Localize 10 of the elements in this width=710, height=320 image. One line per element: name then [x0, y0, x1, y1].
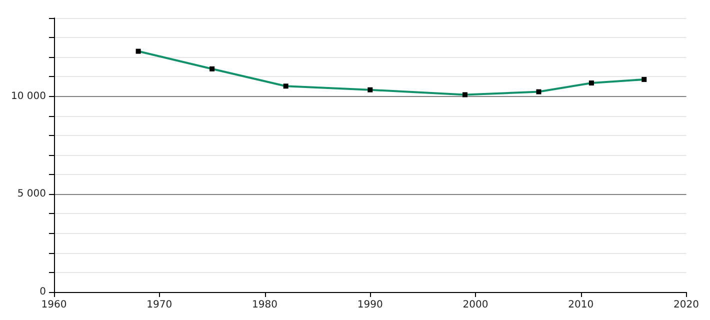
x-tick-label: 2000	[462, 300, 488, 310]
y-tick-label: 0	[40, 286, 46, 298]
x-tick-label: 1990	[357, 300, 383, 310]
x-tick-label: 2010	[568, 300, 594, 310]
x-tick-label: 2020	[674, 300, 699, 310]
y-tick-label: 10 000	[10, 90, 46, 102]
x-tick-label: 1960	[41, 300, 67, 310]
y-tick-label: 5 000	[17, 188, 46, 200]
x-tick-label: 1970	[146, 300, 172, 310]
x-tick-label: 1980	[252, 300, 278, 310]
